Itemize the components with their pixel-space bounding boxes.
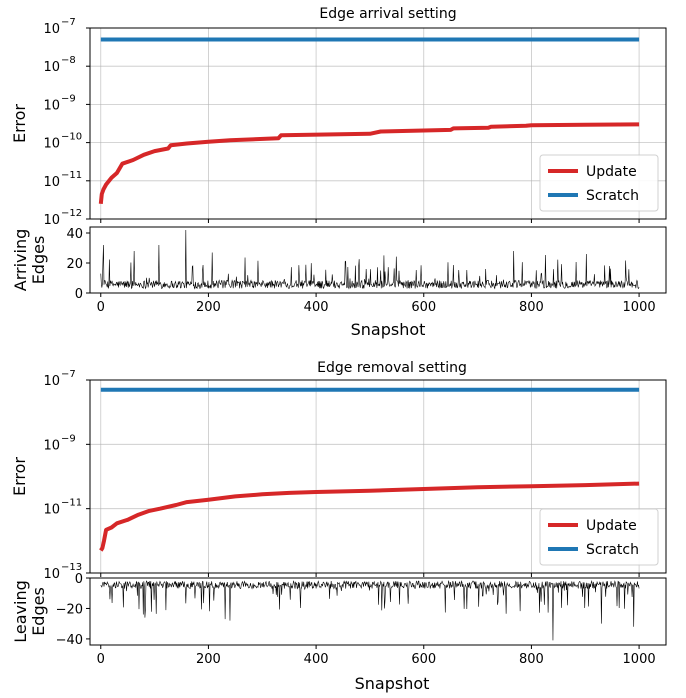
chart2-title: Edge removal setting xyxy=(317,360,467,376)
y-tick-exponent: −11 xyxy=(61,498,82,509)
x-tick-label: 600 xyxy=(411,652,436,667)
x-tick-label: 0 xyxy=(97,652,105,667)
x-tick-label: 0 xyxy=(97,300,105,315)
y-tick-exponent: −9 xyxy=(61,93,76,104)
x-tick-label: 800 xyxy=(519,652,544,667)
y-tick-label: 10 xyxy=(43,567,60,582)
y-tick-exponent: −13 xyxy=(61,562,82,573)
x-tick-label: 200 xyxy=(196,652,221,667)
x-tick-label: 1000 xyxy=(623,300,656,315)
y-tick-exponent: −8 xyxy=(61,55,76,66)
axes-frame xyxy=(89,379,667,574)
y-tick-label: 10 xyxy=(43,503,60,518)
chart2-leaving-panel: 0 −20 −40 0 200 400 600 800 1000 Leaving Edges xyxy=(11,572,667,667)
y-axis-label-line: Edges xyxy=(29,587,48,636)
y-tick-label: 10 xyxy=(43,60,60,75)
y-tick-label: 40 xyxy=(66,227,83,242)
series-update-line xyxy=(99,481,640,552)
y-tick-label: 10 xyxy=(43,22,60,37)
y-tick-label: 20 xyxy=(66,257,83,272)
x-tick-label: 400 xyxy=(304,652,329,667)
x-tick-label: 400 xyxy=(304,300,329,315)
y-tick-label: −40 xyxy=(56,633,83,648)
x-tick-label: 200 xyxy=(196,300,221,315)
y-tick-label: 0 xyxy=(75,572,83,587)
y-tick-label: 10 xyxy=(43,98,60,113)
legend-label-scratch: Scratch xyxy=(586,542,639,558)
y-axis-label: Error xyxy=(10,457,29,496)
axes-frame xyxy=(89,577,667,646)
legend-label-update: Update xyxy=(586,164,637,180)
chart1-xlabel: Snapshot xyxy=(351,320,426,339)
x-tick-label: 1000 xyxy=(623,652,656,667)
y-tick-label: 0 xyxy=(75,287,83,302)
y-axis-label-line: Leaving xyxy=(11,580,30,643)
y-tick-label: 10 xyxy=(43,438,60,453)
y-axis-label-line: Edges xyxy=(29,236,48,285)
y-axis-label: Error xyxy=(10,104,29,143)
y-tick-label: 10 xyxy=(43,175,60,190)
y-tick-exponent: −11 xyxy=(61,170,82,181)
legend-label-update: Update xyxy=(586,518,637,534)
legend-label-scratch: Scratch xyxy=(586,188,639,204)
y-tick-exponent: −12 xyxy=(61,208,82,219)
y-tick-label: 10 xyxy=(43,137,60,152)
series-update-line xyxy=(98,122,640,205)
axes-frame xyxy=(89,226,667,294)
edges-series-line xyxy=(100,580,640,641)
y-tick-exponent: −7 xyxy=(61,369,76,380)
edges-series-line xyxy=(100,229,640,290)
y-tick-exponent: −10 xyxy=(61,132,82,143)
x-tick-label: 600 xyxy=(411,300,436,315)
chart2-xlabel: Snapshot xyxy=(355,674,430,693)
y-axis-label-line: Arriving xyxy=(11,229,30,291)
y-tick-exponent: −7 xyxy=(61,17,76,28)
y-tick-label: 10 xyxy=(43,374,60,389)
y-tick-label: 10 xyxy=(43,213,60,228)
x-tick-label: 800 xyxy=(519,300,544,315)
chart1-title: Edge arrival setting xyxy=(319,6,456,22)
axes-frame xyxy=(89,27,667,220)
y-tick-label: −20 xyxy=(56,602,83,617)
y-tick-exponent: −9 xyxy=(61,433,76,444)
